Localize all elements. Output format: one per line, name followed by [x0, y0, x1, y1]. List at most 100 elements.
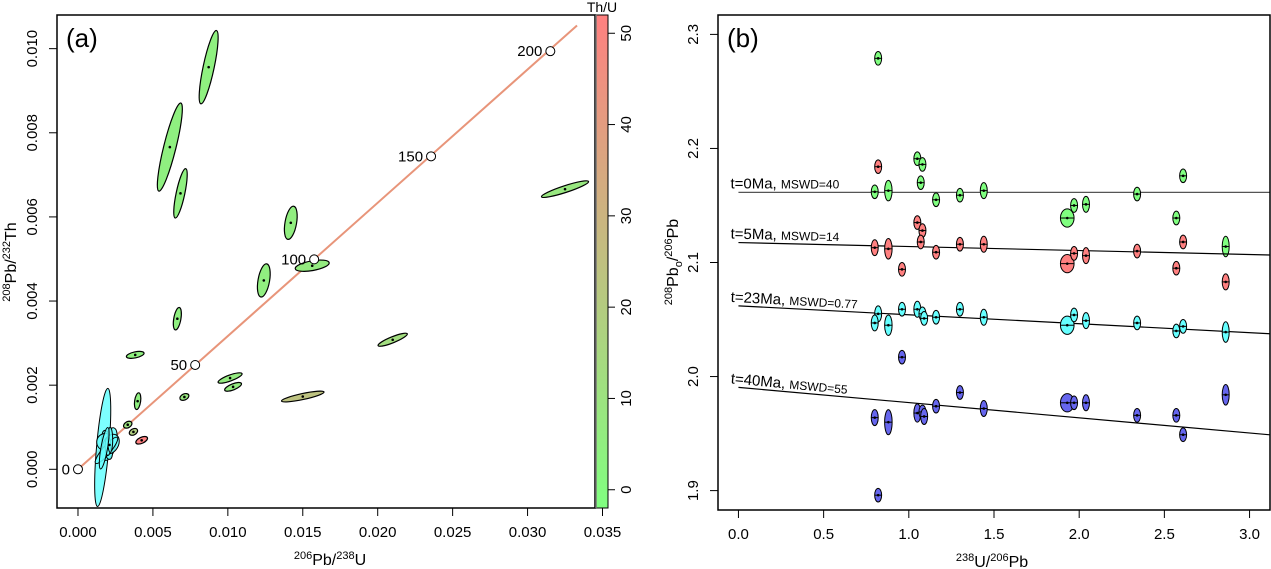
colorbar-tick-label: 40: [618, 116, 635, 133]
panel-a-x-axis: 0.000 0.005 0.010 0.015 0.020 0.025 0.030 0.035: [59, 508, 621, 541]
panel-a-marks: 0 50 100 150 200: [62, 24, 590, 508]
series-label: t=0Ma, MSWD=40: [730, 175, 839, 192]
y-tick-label: 2.1: [685, 252, 702, 273]
ellipse-center-dot: [133, 353, 137, 357]
ellipse-center-dot: [183, 395, 186, 399]
age-marker: [545, 46, 556, 57]
ellipse-center-dot: [1065, 323, 1069, 327]
panel-a-label: (a): [66, 23, 98, 53]
ellipse-center-dot: [1135, 192, 1139, 196]
ellipse-center-dot: [1065, 401, 1069, 405]
ellipse-center-dot: [1065, 216, 1069, 220]
x-tick-label: 0.5: [813, 526, 834, 543]
panel-b-marks: t=0Ma, MSWD=40 t=5Ma, MSWD=14 t=23Ma, MSWD…: [730, 50, 1270, 503]
ellipse-center-dot: [958, 391, 962, 394]
ellipse-center-dot: [916, 307, 919, 311]
colorbar-tick-label: 10: [618, 390, 635, 407]
panel-b-y-label: 208Pbo/206Pb: [663, 219, 685, 306]
ellipse-center-dot: [958, 193, 962, 197]
ellipse-center-dot: [921, 229, 924, 232]
ellipse-center-dot: [1084, 203, 1088, 206]
series-t5ma: t=5Ma, MSWD=14: [730, 159, 1270, 291]
ellipse-center-dot: [228, 376, 232, 380]
ellipse-center-dot: [1181, 325, 1185, 328]
x-tick-label: 0.035: [584, 524, 622, 541]
age-marker: [309, 254, 320, 265]
panel-b-x-label: 238U/206Pb: [956, 552, 1028, 569]
x-tick-label: 0.010: [209, 524, 247, 541]
x-tick-label: 1.0: [898, 526, 919, 543]
ellipse-center-dot: [262, 279, 266, 282]
age-marker-label: 0: [62, 461, 70, 478]
ellipse-center-dot: [900, 355, 904, 359]
series-label: t=5Ma, MSWD=14: [730, 226, 839, 246]
panel-a-y-label: 208Pb/232Th: [1, 222, 20, 301]
ellipse-center-dot: [231, 385, 235, 389]
ellipse-center-dot: [1174, 216, 1178, 220]
ellipse-center-dot: [958, 242, 962, 246]
colorbar-tick-label: 0: [618, 486, 635, 494]
ellipse-center-dot: [873, 190, 877, 194]
x-tick-label: 2.0: [1069, 526, 1090, 543]
colorbar-gradient: [595, 14, 609, 509]
panel-a-frame: [56, 14, 596, 509]
panel-a-y-axis: 0.000 0.002 0.004 0.006 0.008 0.010: [24, 30, 57, 488]
ellipse-center-dot: [1224, 245, 1228, 248]
ellipse-center-dot: [1135, 414, 1139, 417]
ellipse-center-dot: [391, 338, 394, 342]
ellipse-center-dot: [876, 57, 880, 60]
ellipse-center-dot: [1224, 393, 1228, 397]
ellipse-center-dot: [921, 163, 924, 166]
x-tick-label: 2.5: [1154, 526, 1175, 543]
age-marker-label: 100: [281, 251, 306, 268]
x-tick-label: 0.0: [728, 526, 749, 543]
ellipse-center-dot: [207, 65, 210, 69]
x-tick-label: 0.030: [509, 524, 547, 541]
ellipse-center-dot: [934, 404, 938, 408]
ellipse-center-dot: [900, 307, 904, 311]
ellipse-center-dot: [310, 264, 314, 268]
ellipse-center-dot: [876, 165, 880, 168]
y-tick-label: 0.004: [24, 282, 41, 320]
ellipse-center-dot: [1072, 252, 1076, 255]
colorbar-tick-label: 20: [618, 299, 635, 316]
ellipse-center-dot: [179, 192, 182, 195]
age-marker-label: 200: [517, 43, 542, 60]
ellipse-center-dot: [168, 145, 172, 149]
age-marker-label: 150: [398, 148, 423, 165]
ellipse-center-dot: [1224, 330, 1228, 334]
ellipse-center-dot: [919, 240, 923, 244]
panel-b-x-axis: 0.0 0.5 1.0 1.5 2.0 2.5 3.0: [728, 510, 1260, 543]
series-t40ma: t=40Ma, MSWD=55: [730, 349, 1270, 503]
y-tick-label: 0.006: [24, 198, 41, 236]
y-tick-label: 0.010: [24, 30, 41, 68]
panel-b-y-axis: 1.9 2.0 2.1 2.2 2.3: [685, 24, 718, 501]
ellipse-center-dot: [982, 315, 986, 319]
ellipse-center-dot: [1174, 266, 1178, 270]
cyan-center-dot: [108, 443, 111, 447]
ellipse-center-dot: [1181, 174, 1185, 178]
ellipse-center-dot: [1174, 329, 1178, 333]
ellipse-center-dot: [982, 407, 986, 410]
ellipse-center-dot: [126, 423, 130, 427]
ellipse-center-dot: [1224, 280, 1228, 284]
panel-b: t=0Ma, MSWD=40 t=5Ma, MSWD=14 t=23Ma, MSWD…: [663, 14, 1271, 569]
colorbar-tick-label: 50: [618, 25, 635, 42]
panel-a-x-label: 206Pb/238U: [294, 550, 366, 569]
ellipse-center-dot: [876, 312, 880, 316]
ellipse-center-dot: [176, 317, 179, 321]
ellipse-center-dot: [934, 315, 938, 319]
ellipse-center-dot: [922, 317, 926, 320]
series-label: t=40Ma, MSWD=55: [730, 370, 849, 397]
ellipse-center-dot: [887, 323, 890, 327]
age-marker: [72, 464, 83, 475]
x-tick-label: 0.020: [359, 524, 397, 541]
series-t23ma: t=23Ma, MSWD=0.77: [730, 289, 1270, 343]
ellipse-center-dot: [916, 221, 919, 224]
concordia-line: [77, 24, 578, 471]
ellipse-center-dot: [140, 438, 143, 442]
ellipse-center-dot: [922, 415, 926, 418]
ellipse-center-dot: [1084, 254, 1088, 257]
